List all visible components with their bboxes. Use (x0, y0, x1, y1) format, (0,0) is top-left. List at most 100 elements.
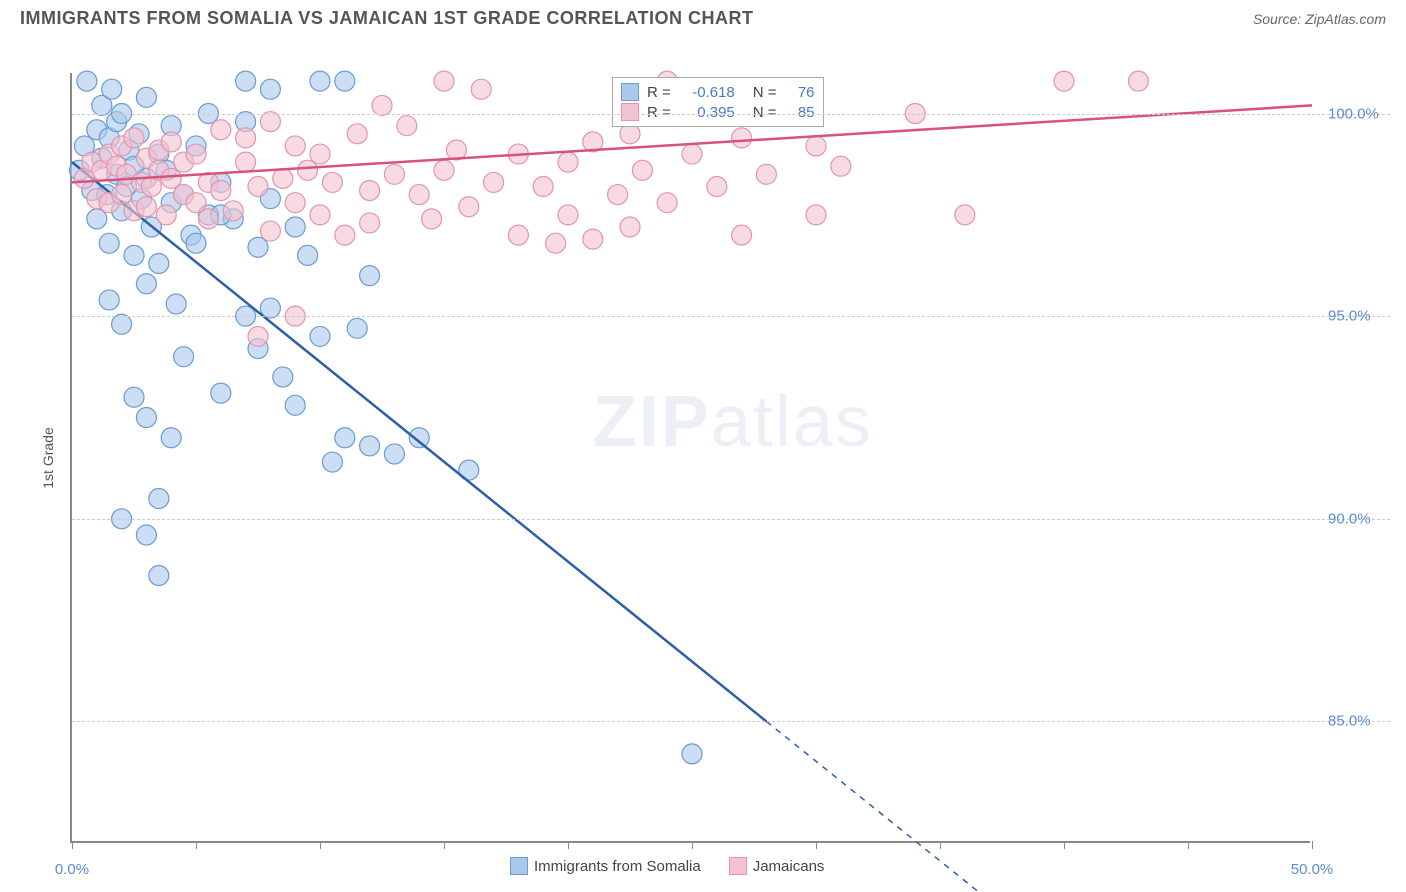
legend-label: Immigrants from Somalia (534, 858, 701, 875)
data-point (806, 136, 826, 156)
data-point (1128, 71, 1148, 91)
data-point (136, 407, 156, 427)
data-point (322, 452, 342, 472)
data-point (484, 172, 504, 192)
legend-item: Jamaicans (729, 857, 825, 875)
data-point (112, 185, 132, 205)
data-point (124, 387, 144, 407)
data-point (397, 116, 417, 136)
data-point (166, 294, 186, 314)
legend-bottom: Immigrants from Somalia Jamaicans (510, 857, 824, 875)
stats-r-label: R = (647, 84, 671, 101)
data-point (831, 156, 851, 176)
data-point (260, 79, 280, 99)
stats-r-value: -0.618 (679, 84, 735, 101)
ytick-label: 95.0% (1328, 308, 1371, 325)
data-point (310, 71, 330, 91)
xtick-mark (1188, 841, 1189, 849)
data-point (136, 87, 156, 107)
stats-n-value: 85 (785, 104, 815, 121)
stats-row: R =-0.618N =76 (621, 82, 815, 102)
legend-swatch (621, 83, 639, 101)
data-point (657, 193, 677, 213)
data-point (806, 205, 826, 225)
data-point (260, 112, 280, 132)
data-point (161, 132, 181, 152)
data-point (384, 444, 404, 464)
data-point (161, 428, 181, 448)
data-point (236, 71, 256, 91)
data-point (298, 245, 318, 265)
gridline (72, 114, 1390, 115)
data-point (682, 144, 702, 164)
data-point (186, 233, 206, 253)
data-point (99, 233, 119, 253)
data-point (310, 326, 330, 346)
xtick-mark (816, 841, 817, 849)
data-point (174, 347, 194, 367)
stats-n-label: N = (753, 84, 777, 101)
data-point (620, 217, 640, 237)
data-point (422, 209, 442, 229)
stats-n-label: N = (753, 104, 777, 121)
gridline (72, 721, 1390, 722)
data-point (682, 744, 702, 764)
gridline (72, 519, 1390, 520)
data-point (546, 233, 566, 253)
data-point (310, 144, 330, 164)
xtick-mark (1312, 841, 1313, 849)
xtick-mark (692, 841, 693, 849)
data-point (322, 172, 342, 192)
gridline (72, 316, 1390, 317)
xtick-mark (196, 841, 197, 849)
yaxis-title: 1st Grade (40, 427, 56, 488)
data-point (335, 428, 355, 448)
data-point (112, 314, 132, 334)
data-point (99, 290, 119, 310)
data-point (347, 124, 367, 144)
stats-row: R =0.395N =85 (621, 102, 815, 122)
legend-label: Jamaicans (753, 858, 825, 875)
data-point (285, 217, 305, 237)
data-point (248, 176, 268, 196)
data-point (156, 205, 176, 225)
plot-area: ZIPatlas R =-0.618N =76R =0.395N =85 85.… (70, 73, 1310, 843)
data-point (149, 489, 169, 509)
data-point (459, 197, 479, 217)
data-point (260, 221, 280, 241)
data-point (632, 160, 652, 180)
data-point (434, 71, 454, 91)
xtick-label: 0.0% (55, 861, 89, 878)
data-point (434, 160, 454, 180)
data-point (533, 176, 553, 196)
data-point (335, 225, 355, 245)
ytick-label: 100.0% (1328, 105, 1379, 122)
xtick-mark (940, 841, 941, 849)
data-point (707, 176, 727, 196)
data-point (236, 152, 256, 172)
chart-header: IMMIGRANTS FROM SOMALIA VS JAMAICAN 1ST … (0, 0, 1406, 33)
data-point (360, 213, 380, 233)
data-point (732, 225, 752, 245)
data-point (186, 193, 206, 213)
data-point (310, 205, 330, 225)
data-point (248, 237, 268, 257)
data-point (102, 79, 122, 99)
data-point (508, 225, 528, 245)
data-point (1054, 71, 1074, 91)
data-point (186, 144, 206, 164)
xtick-mark (320, 841, 321, 849)
data-point (124, 128, 144, 148)
xtick-mark (72, 841, 73, 849)
legend-swatch (510, 857, 528, 875)
data-point (136, 525, 156, 545)
data-point (211, 383, 231, 403)
data-point (198, 209, 218, 229)
data-point (136, 197, 156, 217)
data-point (87, 209, 107, 229)
data-point (236, 128, 256, 148)
data-point (223, 201, 243, 221)
data-point (558, 152, 578, 172)
data-point (149, 566, 169, 586)
data-point (384, 164, 404, 184)
